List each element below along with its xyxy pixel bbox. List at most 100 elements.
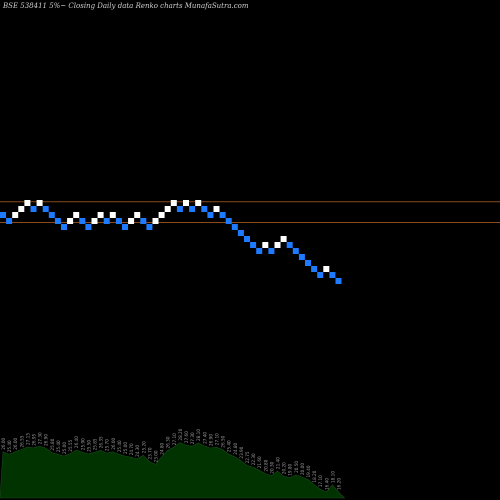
renko-brick — [140, 218, 147, 224]
price-label: 25.70 — [105, 439, 110, 451]
price-label: 28.10 — [196, 429, 201, 441]
price-label: 27.30 — [38, 432, 43, 444]
price-label: 26.50 — [221, 435, 226, 447]
price-label: 27.10 — [172, 433, 177, 445]
renko-brick — [85, 224, 92, 230]
renko-brick — [152, 218, 159, 224]
price-label: 25.00 — [62, 442, 67, 454]
renko-brick — [6, 218, 13, 224]
price-label: 24.30 — [135, 445, 140, 457]
volume-area — [0, 442, 346, 499]
renko-brick — [91, 218, 98, 224]
price-label: 27.40 — [202, 432, 207, 444]
price-label: 24.80 — [233, 442, 238, 454]
price-label: 25.40 — [227, 440, 232, 452]
renko-brick — [329, 272, 336, 278]
price-label: 26.35 — [99, 436, 104, 448]
price-label: 25.85 — [93, 438, 98, 450]
price-label: 19.40 — [306, 465, 311, 477]
renko-brick — [201, 206, 208, 212]
price-label: 19.80 — [288, 463, 293, 475]
renko-brick — [274, 242, 281, 248]
price-label: 20.80 — [263, 459, 268, 471]
renko-brick — [54, 218, 61, 224]
renko-brick — [122, 224, 128, 230]
renko-brick — [36, 200, 43, 206]
renko-brick — [73, 212, 80, 218]
price-label: 26.90 — [208, 434, 213, 446]
price-label: 26.90 — [44, 434, 49, 446]
renko-brick — [311, 266, 318, 272]
price-label: 23.90 — [239, 446, 244, 458]
renko-brick — [128, 218, 135, 224]
renko-brick — [225, 218, 232, 224]
price-label: 25.00 — [123, 442, 128, 454]
renko-brick — [292, 248, 299, 254]
renko-brick — [244, 236, 250, 242]
chart-title: BSE 538411 5%~ Closing Daily data Renko … — [3, 2, 249, 10]
renko-brick — [158, 212, 165, 218]
price-label: 25.55 — [68, 439, 73, 451]
renko-brick — [262, 242, 269, 248]
renko-brick — [0, 212, 6, 218]
renko-brick — [183, 200, 189, 206]
price-label: 22.75 — [245, 451, 250, 463]
price-label: 24.70 — [129, 443, 134, 455]
price-label: 27.30 — [190, 432, 195, 444]
renko-brick — [195, 200, 202, 206]
renko-bricks — [0, 200, 342, 284]
price-label: 26.30 — [166, 436, 171, 448]
renko-brick — [48, 212, 55, 218]
renko-brick — [280, 236, 287, 242]
renko-brick — [67, 218, 74, 224]
price-label: 16.40 — [324, 478, 329, 490]
price-label: 25.80 — [50, 438, 55, 450]
renko-brick — [12, 212, 19, 218]
price-label: 20.20 — [282, 462, 287, 474]
renko-brick — [170, 200, 177, 206]
price-labels: 26.00 25.40 26.00 26.55 27.15 26.95 27.30 26.90… — [1, 428, 342, 490]
price-label: 26.00 — [13, 437, 18, 449]
price-label: 27.60 — [184, 431, 189, 443]
price-label: 25.50 — [86, 440, 91, 452]
volume-area-path — [0, 442, 346, 499]
price-label: 23.70 — [147, 447, 152, 459]
renko-brick — [61, 224, 67, 230]
renko-brick — [335, 278, 342, 284]
renko-brick — [189, 206, 196, 212]
price-label: 21.40 — [276, 457, 281, 469]
renko-brick — [42, 206, 49, 212]
renko-brick — [323, 266, 330, 272]
price-label: 23.00 — [154, 450, 159, 462]
price-label: 25.90 — [80, 438, 85, 450]
renko-brick — [103, 218, 110, 224]
price-label: 27.10 — [215, 433, 220, 445]
price-label: 18.20 — [312, 470, 317, 482]
renko-brick — [268, 248, 275, 254]
renko-brick — [298, 254, 305, 260]
renko-brick — [256, 248, 263, 254]
price-label: 20.00 — [300, 463, 305, 475]
renko-brick — [237, 230, 244, 236]
price-label: 26.55 — [19, 435, 24, 447]
price-label: 17.10 — [318, 475, 323, 487]
renko-brick — [207, 212, 214, 218]
renko-brick — [146, 224, 153, 230]
price-label: 21.60 — [257, 456, 262, 468]
renko-brick — [286, 242, 293, 248]
renko-brick — [317, 272, 324, 278]
price-label: 25.40 — [7, 440, 12, 452]
price-label: 24.80 — [160, 442, 165, 454]
renko-brick — [176, 206, 183, 212]
renko-brick — [109, 212, 116, 218]
price-label: 20.30 — [269, 461, 274, 473]
price-label: 25.20 — [141, 441, 146, 453]
renko-brick — [97, 212, 104, 218]
price-label: 22.30 — [251, 453, 256, 465]
price-label: 18.10 — [330, 471, 335, 483]
price-label: 27.15 — [25, 433, 30, 445]
renko-brick — [79, 218, 86, 224]
price-label: 26.95 — [32, 433, 37, 445]
price-label: 20.50 — [294, 461, 299, 473]
